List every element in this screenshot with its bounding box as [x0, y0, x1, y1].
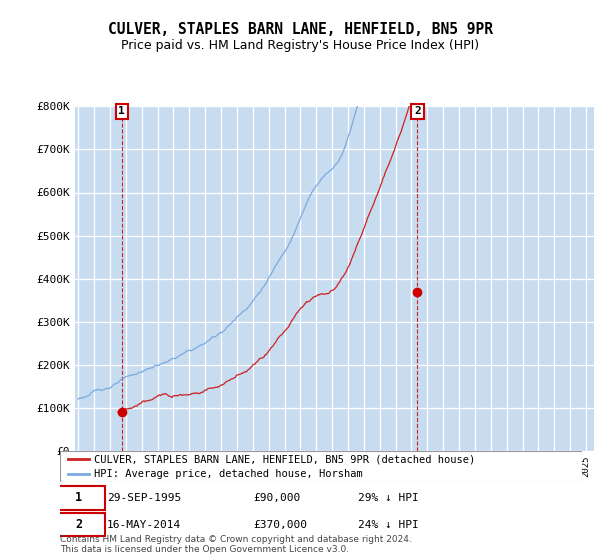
- Text: CULVER, STAPLES BARN LANE, HENFIELD, BN5 9PR (detached house): CULVER, STAPLES BARN LANE, HENFIELD, BN5…: [94, 454, 475, 464]
- Text: CULVER, STAPLES BARN LANE, HENFIELD, BN5 9PR: CULVER, STAPLES BARN LANE, HENFIELD, BN5…: [107, 22, 493, 38]
- Text: 29-SEP-1995: 29-SEP-1995: [107, 493, 181, 503]
- Text: £370,000: £370,000: [253, 520, 307, 530]
- Text: 24% ↓ HPI: 24% ↓ HPI: [358, 520, 418, 530]
- Text: 16-MAY-2014: 16-MAY-2014: [107, 520, 181, 530]
- FancyBboxPatch shape: [60, 451, 582, 482]
- Text: 2: 2: [75, 518, 82, 531]
- Text: £90,000: £90,000: [253, 493, 301, 503]
- Text: 2: 2: [414, 106, 421, 116]
- Text: 1: 1: [118, 106, 125, 116]
- FancyBboxPatch shape: [52, 513, 106, 536]
- Text: HPI: Average price, detached house, Horsham: HPI: Average price, detached house, Hors…: [94, 469, 362, 479]
- Text: Contains HM Land Registry data © Crown copyright and database right 2024.
This d: Contains HM Land Registry data © Crown c…: [60, 535, 412, 554]
- Text: Price paid vs. HM Land Registry's House Price Index (HPI): Price paid vs. HM Land Registry's House …: [121, 39, 479, 52]
- FancyBboxPatch shape: [52, 486, 106, 510]
- Text: 29% ↓ HPI: 29% ↓ HPI: [358, 493, 418, 503]
- Text: 1: 1: [75, 491, 82, 505]
